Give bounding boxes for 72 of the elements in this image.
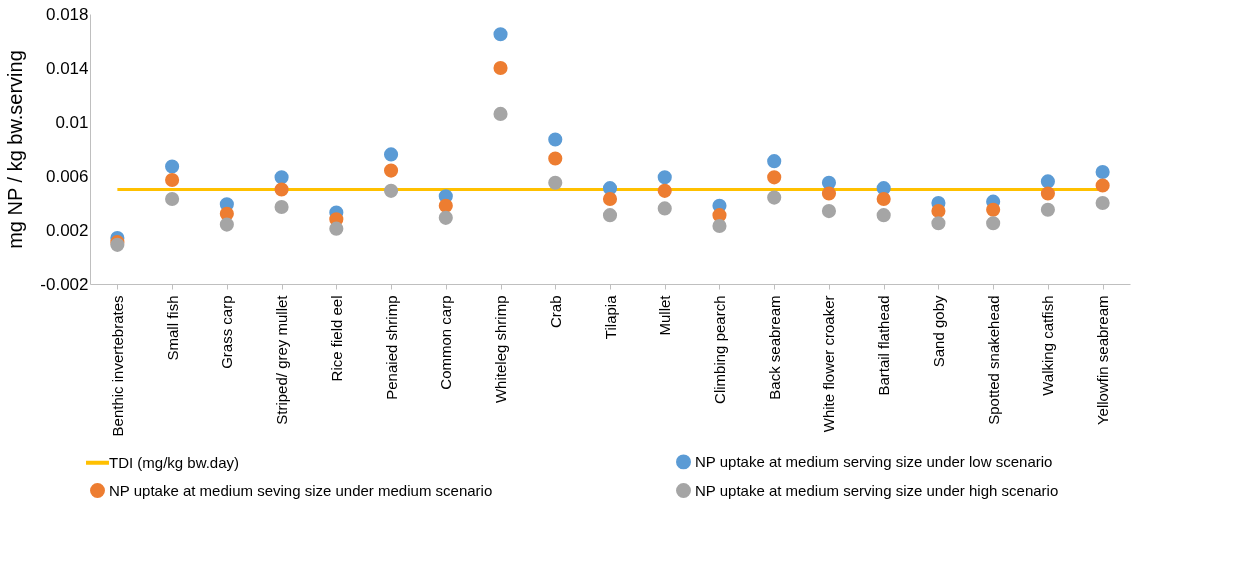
x-tick-label: Tilapia — [601, 294, 619, 340]
point — [548, 175, 563, 190]
x-tick-label: Penaied shrimp — [382, 295, 400, 400]
point — [1040, 186, 1055, 201]
x-tick-label: White flower croaker — [820, 295, 838, 433]
point — [602, 208, 618, 223]
point — [1095, 195, 1110, 211]
y-tick-label: 0.014 — [45, 58, 89, 78]
point — [712, 218, 727, 234]
point — [986, 216, 1001, 231]
point — [493, 106, 508, 121]
point — [274, 199, 289, 215]
point — [1040, 202, 1055, 217]
point — [548, 151, 563, 166]
point — [438, 210, 453, 225]
x-tick-label: Common carp — [437, 295, 455, 390]
point — [767, 190, 782, 205]
legend-label: NP uptake at medium seving size under medium scenario — [109, 481, 493, 499]
x-tick-label: Whiteleg shrimp — [492, 295, 510, 404]
y-tick-label: 0.002 — [45, 220, 89, 240]
point — [165, 159, 180, 174]
point — [1095, 178, 1110, 193]
point — [548, 132, 563, 147]
point — [876, 191, 891, 207]
x-tick-label: Sand goby — [929, 295, 947, 368]
legend-label: NP uptake at medium serving size under high scenario — [695, 481, 1059, 499]
x-tick-label: Crab — [546, 295, 564, 329]
point — [657, 170, 672, 185]
point — [931, 204, 946, 219]
point — [657, 201, 672, 216]
x-tick-label: Mullet — [656, 294, 674, 336]
legend-label: TDI (mg/kg bw.day) — [109, 453, 240, 471]
point — [931, 216, 946, 231]
point — [219, 217, 234, 232]
point — [493, 27, 508, 42]
point — [821, 204, 837, 219]
point — [986, 202, 1001, 217]
y-tick-label: 0.01 — [55, 112, 89, 132]
x-tick-label: Yellowfin seabream — [1094, 295, 1112, 426]
point — [274, 170, 289, 185]
x-tick-label: Back seabream — [765, 295, 783, 400]
point — [329, 221, 344, 236]
x-tick-label: Benthic invertebrates — [108, 295, 126, 437]
point — [274, 182, 289, 197]
y-tick-label: 0.018 — [45, 4, 89, 24]
x-tick-label: Rice field eel — [327, 295, 345, 382]
point — [383, 183, 399, 198]
x-tick-label: Walking catfish — [1039, 295, 1057, 396]
point — [438, 198, 453, 213]
x-tick-label: Striped/ grey mullet — [273, 294, 291, 425]
point — [602, 191, 618, 207]
point — [767, 154, 782, 169]
point — [383, 147, 399, 162]
point — [165, 172, 180, 188]
x-tick-label: Climbing pearch — [710, 295, 728, 404]
point — [383, 163, 399, 178]
point — [493, 60, 508, 76]
point — [1040, 174, 1055, 189]
point — [876, 208, 891, 223]
y-tick-label: -0.002 — [40, 274, 89, 294]
x-tick-label: Small fish — [163, 295, 181, 361]
y-tick-label: 0.006 — [45, 166, 89, 186]
x-tick-label: Spotted snakehead — [984, 295, 1002, 425]
point — [165, 191, 180, 207]
point — [767, 170, 782, 185]
point — [821, 186, 837, 201]
x-tick-label: Bartail flathead — [875, 295, 893, 396]
point — [657, 183, 672, 198]
x-tick-label: Grass carp — [218, 295, 236, 369]
point — [1095, 164, 1110, 180]
y-axis-title: mg NP / kg bw.serving — [4, 50, 27, 249]
legend-label: NP uptake at medium serving size under low scenario — [695, 452, 1053, 470]
